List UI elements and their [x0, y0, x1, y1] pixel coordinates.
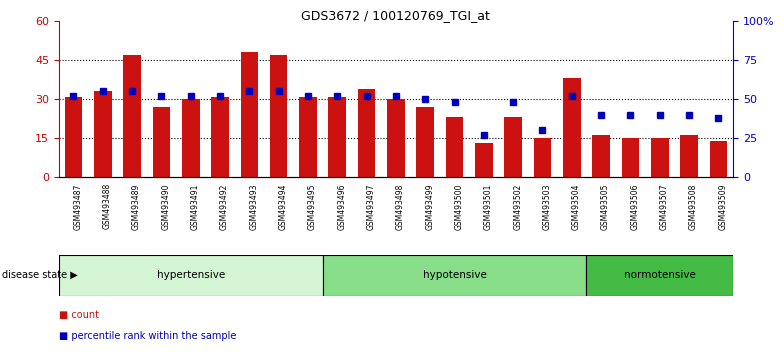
Text: GSM493506: GSM493506 — [630, 183, 640, 230]
Bar — [475, 143, 492, 177]
Bar — [328, 97, 346, 177]
Text: GSM493498: GSM493498 — [396, 183, 405, 230]
Bar — [299, 97, 317, 177]
Bar — [593, 136, 610, 177]
Text: GSM493507: GSM493507 — [660, 183, 669, 230]
Text: GSM493509: GSM493509 — [718, 183, 728, 230]
Text: GSM493492: GSM493492 — [220, 183, 229, 230]
Bar — [241, 52, 258, 177]
Bar — [323, 255, 586, 296]
Text: normotensive: normotensive — [624, 270, 695, 280]
Text: GSM493491: GSM493491 — [191, 183, 200, 230]
Bar — [504, 117, 522, 177]
Text: hypertensive: hypertensive — [157, 270, 225, 280]
Bar — [182, 99, 199, 177]
Bar — [446, 117, 463, 177]
Bar — [270, 55, 288, 177]
Bar — [211, 97, 229, 177]
Bar — [387, 99, 405, 177]
Text: GSM493501: GSM493501 — [484, 183, 493, 230]
Text: GSM493505: GSM493505 — [601, 183, 610, 230]
Text: GSM493494: GSM493494 — [278, 183, 288, 230]
Text: ■ count: ■ count — [59, 310, 99, 320]
Bar — [710, 141, 728, 177]
Text: GDS3672 / 100120769_TGI_at: GDS3672 / 100120769_TGI_at — [302, 9, 490, 22]
Text: GSM493487: GSM493487 — [74, 183, 82, 230]
Text: GSM493490: GSM493490 — [162, 183, 170, 230]
Bar — [64, 97, 82, 177]
Bar — [651, 138, 669, 177]
Text: GSM493489: GSM493489 — [132, 183, 141, 230]
Text: GSM493496: GSM493496 — [337, 183, 347, 230]
Text: GSM493508: GSM493508 — [689, 183, 698, 230]
Bar — [622, 138, 639, 177]
Bar — [681, 136, 698, 177]
Text: GSM493502: GSM493502 — [514, 183, 522, 230]
Bar — [416, 107, 434, 177]
Bar — [586, 255, 733, 296]
Bar — [358, 89, 376, 177]
Text: GSM493503: GSM493503 — [543, 183, 551, 230]
Bar — [563, 78, 581, 177]
Text: hypotensive: hypotensive — [423, 270, 487, 280]
Bar — [94, 91, 111, 177]
Text: disease state ▶: disease state ▶ — [2, 270, 78, 280]
Text: GSM493493: GSM493493 — [249, 183, 259, 230]
Text: GSM493495: GSM493495 — [308, 183, 317, 230]
Text: GSM493504: GSM493504 — [572, 183, 581, 230]
Text: GSM493500: GSM493500 — [455, 183, 463, 230]
Text: GSM493499: GSM493499 — [425, 183, 434, 230]
Bar — [534, 138, 551, 177]
Text: GSM493488: GSM493488 — [103, 183, 112, 229]
Bar — [153, 107, 170, 177]
Text: ■ percentile rank within the sample: ■ percentile rank within the sample — [59, 331, 236, 341]
Bar — [123, 55, 141, 177]
Bar — [59, 255, 323, 296]
Text: GSM493497: GSM493497 — [367, 183, 376, 230]
